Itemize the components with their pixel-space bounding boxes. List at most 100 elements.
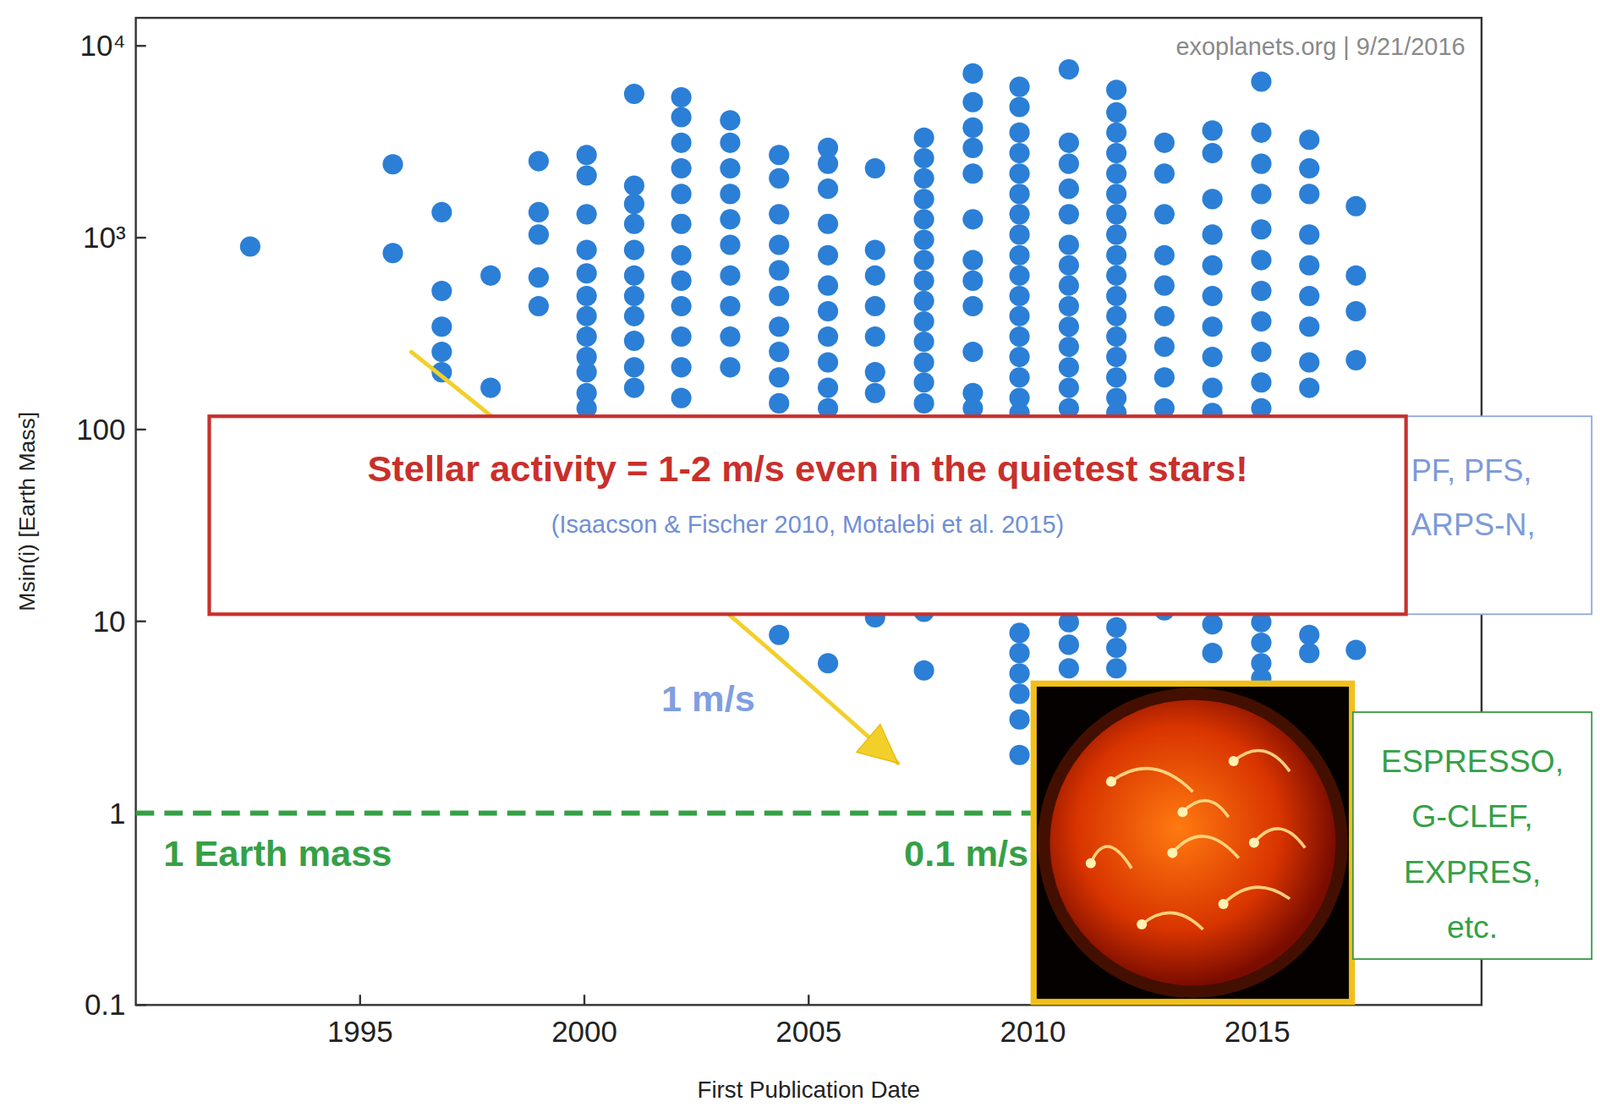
planet-point xyxy=(1058,275,1080,296)
planet-point xyxy=(528,295,549,317)
y-tick-label: 10 xyxy=(93,604,127,638)
planet-point xyxy=(576,240,598,261)
planet-point xyxy=(719,183,740,204)
sun-loop xyxy=(1254,828,1305,849)
precision-future: 0.1 m/s xyxy=(904,832,1029,874)
planet-point xyxy=(914,393,935,414)
planet-point xyxy=(914,230,935,251)
callout-title: Stellar activity = 1-2 m/s even in the q… xyxy=(367,448,1248,489)
planet-point xyxy=(719,208,740,230)
chart-canvas: 0.111010010³10⁴19952000200520102015First… xyxy=(0,0,1600,1107)
sun-spot xyxy=(1218,898,1229,910)
planet-point xyxy=(962,341,983,362)
planet-point xyxy=(1298,183,1320,204)
planet-point xyxy=(1202,642,1223,664)
planet-point xyxy=(865,295,886,317)
planet-point xyxy=(624,83,645,105)
planet-point xyxy=(624,213,645,235)
planet-point xyxy=(1008,326,1030,347)
planet-point xyxy=(1106,122,1127,143)
planet-point xyxy=(1058,132,1080,154)
planet-point xyxy=(1106,142,1127,164)
planet-point xyxy=(1250,250,1272,271)
planet-point xyxy=(1058,234,1080,255)
planet-point xyxy=(1106,306,1127,327)
planet-point xyxy=(576,361,598,383)
planet-point xyxy=(1298,285,1320,307)
current-instrument: ARPS-N, xyxy=(1411,507,1536,543)
planet-point xyxy=(528,267,549,288)
planet-point xyxy=(865,383,886,404)
planet-point xyxy=(1058,295,1080,317)
planet-point xyxy=(1008,346,1030,368)
planet-point xyxy=(1008,163,1030,184)
planet-point xyxy=(624,378,645,399)
planet-point xyxy=(576,144,598,165)
planet-point xyxy=(671,87,692,108)
planet-point xyxy=(768,234,790,255)
planet-point xyxy=(240,235,261,257)
planet-point xyxy=(671,213,692,235)
y-tick xyxy=(136,44,147,47)
planet-point xyxy=(1008,76,1030,98)
planet-point xyxy=(1250,71,1272,92)
watermark: exoplanets.org | 9/21/2016 xyxy=(1175,32,1465,61)
planet-point xyxy=(817,245,839,266)
planet-point xyxy=(1298,316,1320,337)
planet-point xyxy=(382,242,403,264)
planet-point xyxy=(624,240,645,261)
planet-point xyxy=(1058,336,1080,357)
planet-point xyxy=(1202,224,1223,245)
planet-point xyxy=(624,285,645,307)
planet-point xyxy=(962,92,983,113)
planet-point xyxy=(914,208,935,230)
planet-point xyxy=(914,372,935,393)
planet-point xyxy=(1154,367,1175,388)
planet-point xyxy=(1058,316,1080,337)
planet-point xyxy=(1154,245,1175,266)
future-instrument: G-CLEF, xyxy=(1411,798,1533,834)
planet-point xyxy=(1298,129,1320,150)
sun-loop xyxy=(1172,836,1239,859)
planet-point xyxy=(1058,59,1080,80)
planet-point xyxy=(914,168,935,189)
planet-point xyxy=(1106,245,1127,266)
planet-point xyxy=(1008,642,1030,664)
x-tick xyxy=(583,994,586,1005)
planet-point xyxy=(1202,255,1223,276)
planet-point xyxy=(431,280,452,302)
planet-point xyxy=(1106,326,1127,347)
x-tick-label: 2010 xyxy=(1000,1014,1067,1048)
planet-point xyxy=(1202,142,1223,164)
sun-glow xyxy=(1037,687,1348,998)
planet-point xyxy=(671,356,692,378)
planet-point xyxy=(914,351,935,373)
planet-point xyxy=(624,356,645,378)
callout-title-line: Stellar activity = 1-2 m/s even in the q… xyxy=(367,448,1248,489)
sun-loop xyxy=(1111,768,1194,793)
planet-point xyxy=(962,117,983,138)
planet-point xyxy=(1154,163,1175,184)
planet-point xyxy=(817,178,839,199)
callout-source: (Isaacson & Fischer 2010, Motalebi et al… xyxy=(551,510,1064,538)
planet-point xyxy=(1106,265,1127,286)
planet-point xyxy=(528,202,549,223)
planet-point xyxy=(719,132,740,154)
planet-point xyxy=(865,326,886,347)
planet-point xyxy=(1250,372,1272,393)
sun-loop xyxy=(1090,846,1132,869)
background xyxy=(0,0,1600,1107)
reference-label: 1 Earth mass xyxy=(163,832,392,874)
planet-point xyxy=(1008,367,1030,388)
planet-point xyxy=(1345,265,1366,286)
planet-point xyxy=(431,202,452,223)
planet-point xyxy=(719,158,740,179)
x-tick-label: 2000 xyxy=(551,1014,618,1048)
planet-point xyxy=(480,265,501,286)
sun-loop xyxy=(1182,800,1228,818)
planet-point xyxy=(1008,745,1030,766)
plot-frame xyxy=(136,17,1482,1005)
planet-point xyxy=(1106,657,1127,679)
planet-point xyxy=(576,306,598,327)
planet-point xyxy=(576,164,598,186)
